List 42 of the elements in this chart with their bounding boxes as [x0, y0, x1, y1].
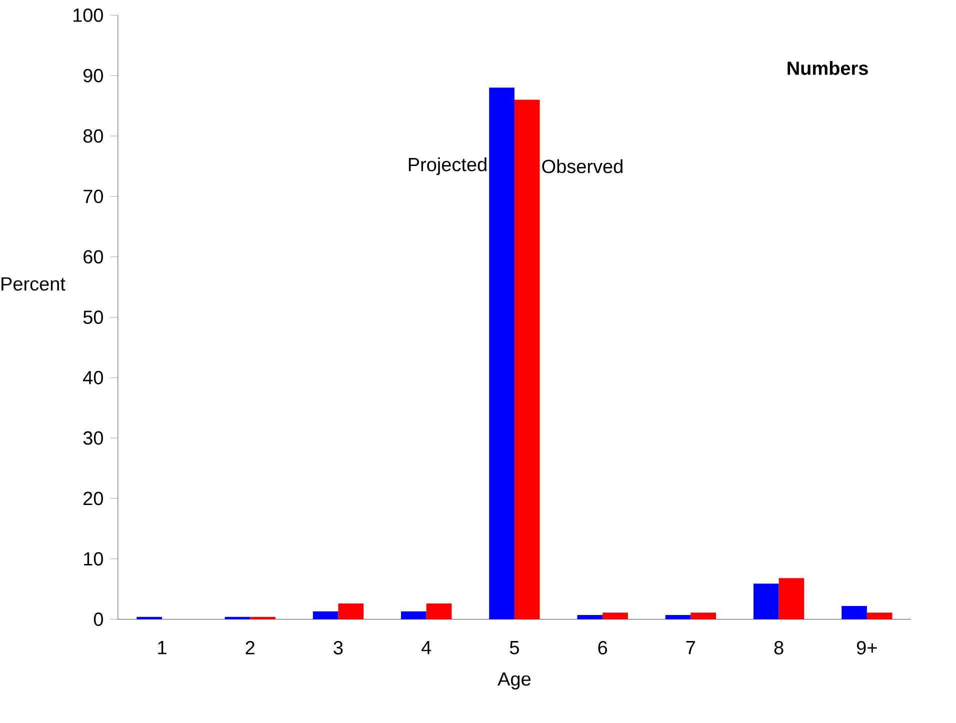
- y-tick-label: 20: [84, 492, 103, 506]
- x-tick-label: 1: [158, 641, 166, 654]
- y-tick-label: 50: [83, 310, 103, 324]
- y-tick-label: 40: [83, 371, 103, 384]
- bar: [602, 612, 628, 620]
- bar: [753, 584, 779, 620]
- bar: [514, 100, 540, 620]
- y-axis-title: Percent: [2, 277, 66, 291]
- x-tick-label: 2: [246, 641, 254, 654]
- y-tick-label: 30: [83, 431, 103, 445]
- y-tick-label: 0: [94, 612, 103, 626]
- bar: [312, 612, 338, 620]
- series-label: Projected: [408, 157, 486, 176]
- x-tick-label: 7: [686, 641, 696, 654]
- x-tick-label: 9+: [857, 641, 877, 655]
- bar: [426, 604, 452, 620]
- y-tick-label: 10: [84, 552, 103, 566]
- bar: [842, 606, 867, 620]
- bar: [577, 615, 603, 620]
- bar: [250, 616, 276, 620]
- x-tick-label: 8: [774, 641, 784, 655]
- x-tick-label: 6: [598, 641, 608, 655]
- x-tick-label: 5: [510, 641, 519, 654]
- series-label: Observed: [542, 159, 622, 174]
- bar: [866, 612, 892, 620]
- bar: [136, 616, 162, 620]
- bar: [224, 616, 250, 620]
- y-tick-label: 100: [74, 8, 103, 22]
- bar: [665, 615, 691, 620]
- y-tick-label: 80: [83, 129, 103, 143]
- text: Numbers: [788, 61, 868, 76]
- y-tick-label: 70: [84, 190, 103, 204]
- bar: [690, 612, 716, 620]
- bar: [338, 604, 364, 620]
- x-axis-title: Age: [498, 672, 531, 690]
- bar: [489, 88, 514, 620]
- y-tick-label: 60: [84, 250, 103, 264]
- x-tick-label: 4: [421, 641, 432, 654]
- x-tick-label: 3: [334, 641, 343, 655]
- y-tick-label: 90: [84, 68, 103, 82]
- bar: [778, 578, 804, 620]
- bar: [401, 612, 426, 620]
